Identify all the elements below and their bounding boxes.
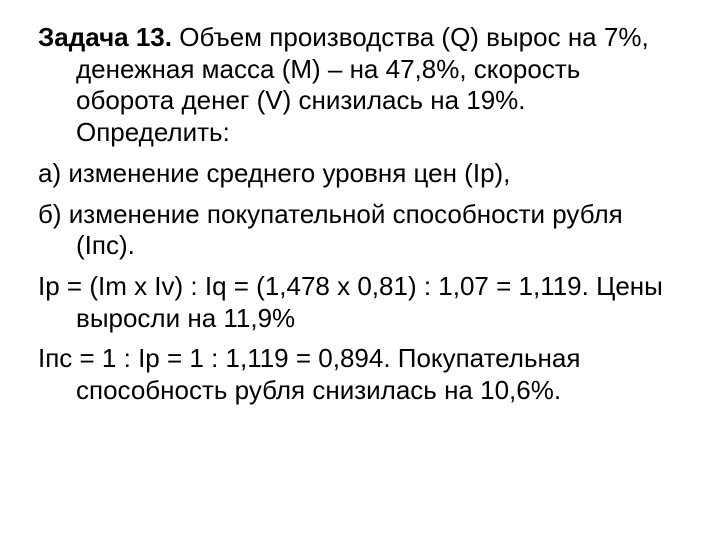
question-b: б) изменение покупательной способности р… [38,199,682,262]
problem-title: Задача 13. [38,22,172,52]
solution-ipc: Iпс = 1 : Iр = 1 : 1,119 = 0,894. Покупа… [38,343,682,406]
problem-statement: Задача 13. Объем производства (Q) вырос … [38,22,682,149]
question-a: а) изменение среднего уровня цен (Iр), [38,158,682,190]
solution-ip: Iр = (Im x Iv) : Iq = (1,478 х 0,81) : 1… [38,271,682,334]
slide-body: Задача 13. Объем производства (Q) вырос … [0,0,720,540]
